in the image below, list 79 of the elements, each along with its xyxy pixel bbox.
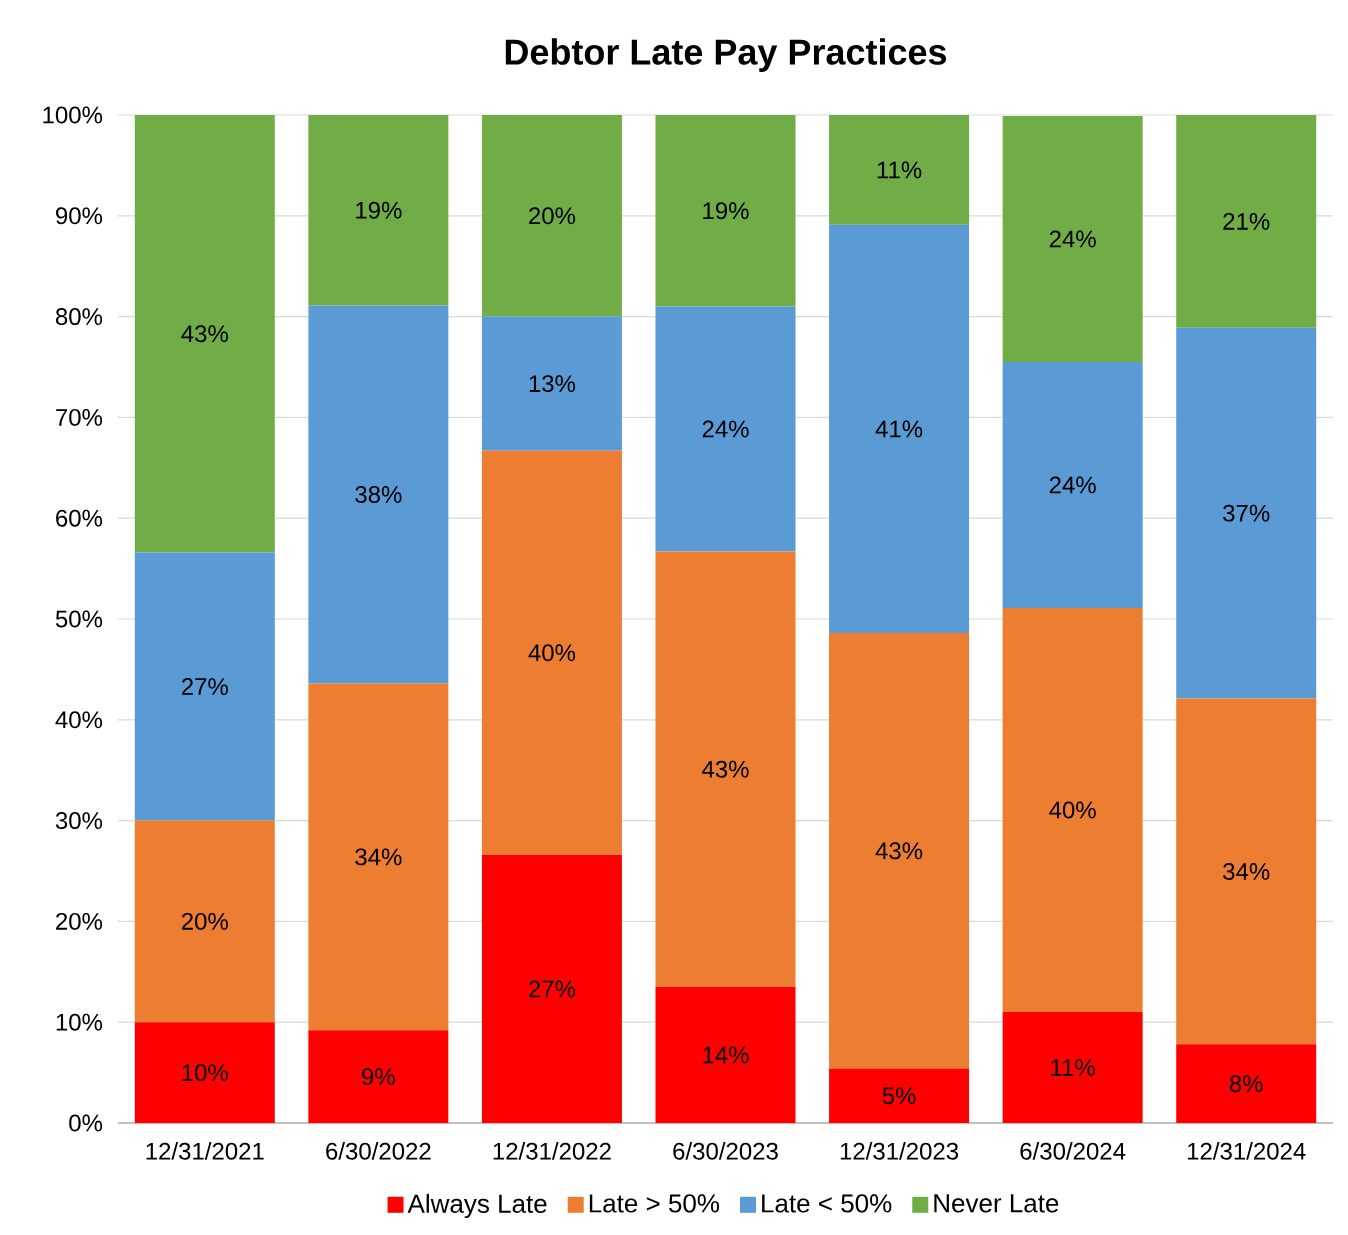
bar <box>655 306 796 552</box>
bar <box>1176 698 1317 1045</box>
bar <box>308 683 449 1031</box>
data-label: 5% <box>882 1087 916 1105</box>
y-tick-label: 30% <box>55 812 103 830</box>
bar <box>1002 361 1143 608</box>
data-label: 13% <box>529 375 576 393</box>
bar <box>655 551 796 987</box>
x-tick-label: 12/31/2021 <box>146 1142 264 1160</box>
x-tick-label: 6/30/2023 <box>673 1142 778 1160</box>
bar <box>308 1030 449 1123</box>
chart-title: Debtor Late Pay Practices <box>505 38 947 72</box>
bar <box>134 552 275 821</box>
y-tick-label: 40% <box>55 711 103 729</box>
y-tick-label: 90% <box>56 207 103 225</box>
data-label: 24% <box>1049 230 1096 248</box>
legend-label: Always Late <box>407 1193 547 1219</box>
data-label: 9% <box>362 1068 395 1086</box>
bar <box>481 114 622 317</box>
bar <box>1002 607 1143 1013</box>
y-tick-label: 0% <box>69 1114 103 1132</box>
data-label: 19% <box>703 202 749 220</box>
legend-label: Late < 50% <box>762 1194 892 1213</box>
data-label: 24% <box>1049 476 1096 494</box>
data-label: 14% <box>703 1046 749 1064</box>
bar <box>829 1068 970 1123</box>
x-tick-label: 6/30/2022 <box>326 1142 431 1160</box>
x-tick-label: 12/31/2023 <box>840 1142 959 1160</box>
bar <box>134 114 275 553</box>
y-tick-label: 60% <box>56 509 103 527</box>
legend-label: Late > 50% <box>589 1194 720 1213</box>
data-label: 21% <box>1223 212 1270 230</box>
bar <box>829 633 970 1069</box>
bar <box>481 854 622 1123</box>
data-label: 27% <box>529 980 576 998</box>
data-label: 20% <box>181 912 228 930</box>
bar <box>134 820 275 1023</box>
data-label: 40% <box>1049 801 1096 819</box>
x-tick-label: 12/31/2024 <box>1187 1142 1306 1160</box>
data-label: 40% <box>528 644 576 662</box>
y-tick-label: 10% <box>56 1013 103 1031</box>
data-label: 11% <box>877 161 922 179</box>
bar <box>481 450 622 855</box>
bar <box>308 305 449 684</box>
y-tick-label: 70% <box>56 408 103 426</box>
x-tick-label: 12/31/2022 <box>493 1142 611 1160</box>
y-tick-label: 50% <box>55 610 103 628</box>
data-label: 24% <box>702 420 749 438</box>
bar <box>1176 1044 1317 1123</box>
x-tick-label: 6/30/2024 <box>1020 1142 1126 1160</box>
data-label: 11% <box>1051 1059 1095 1076</box>
bar <box>1002 115 1143 362</box>
data-label: 43% <box>702 760 749 778</box>
bar <box>1002 1012 1143 1123</box>
bar <box>829 114 970 225</box>
bar <box>1176 327 1317 699</box>
bar <box>134 1022 275 1123</box>
bar <box>1176 114 1317 328</box>
data-label: 41% <box>875 420 923 438</box>
bar <box>655 986 796 1123</box>
data-label: 34% <box>1223 863 1270 880</box>
data-label: 38% <box>355 486 402 503</box>
legend-label: Never Late <box>934 1194 1059 1213</box>
y-tick-label: 100% <box>43 106 103 124</box>
bar <box>829 224 970 634</box>
y-tick-label: 20% <box>56 912 103 930</box>
data-label: 19% <box>356 201 402 219</box>
data-label: 37% <box>1223 504 1270 522</box>
data-label: 43% <box>181 325 228 343</box>
data-label: 8% <box>1229 1075 1263 1093</box>
bar <box>655 114 796 307</box>
data-label: 34% <box>355 848 402 866</box>
bar <box>308 114 449 306</box>
data-label: 43% <box>875 842 923 860</box>
data-label: 20% <box>529 207 576 225</box>
data-label: 27% <box>181 678 228 695</box>
y-tick-label: 80% <box>55 308 103 326</box>
data-label: 10% <box>182 1064 228 1082</box>
bar <box>481 316 622 451</box>
